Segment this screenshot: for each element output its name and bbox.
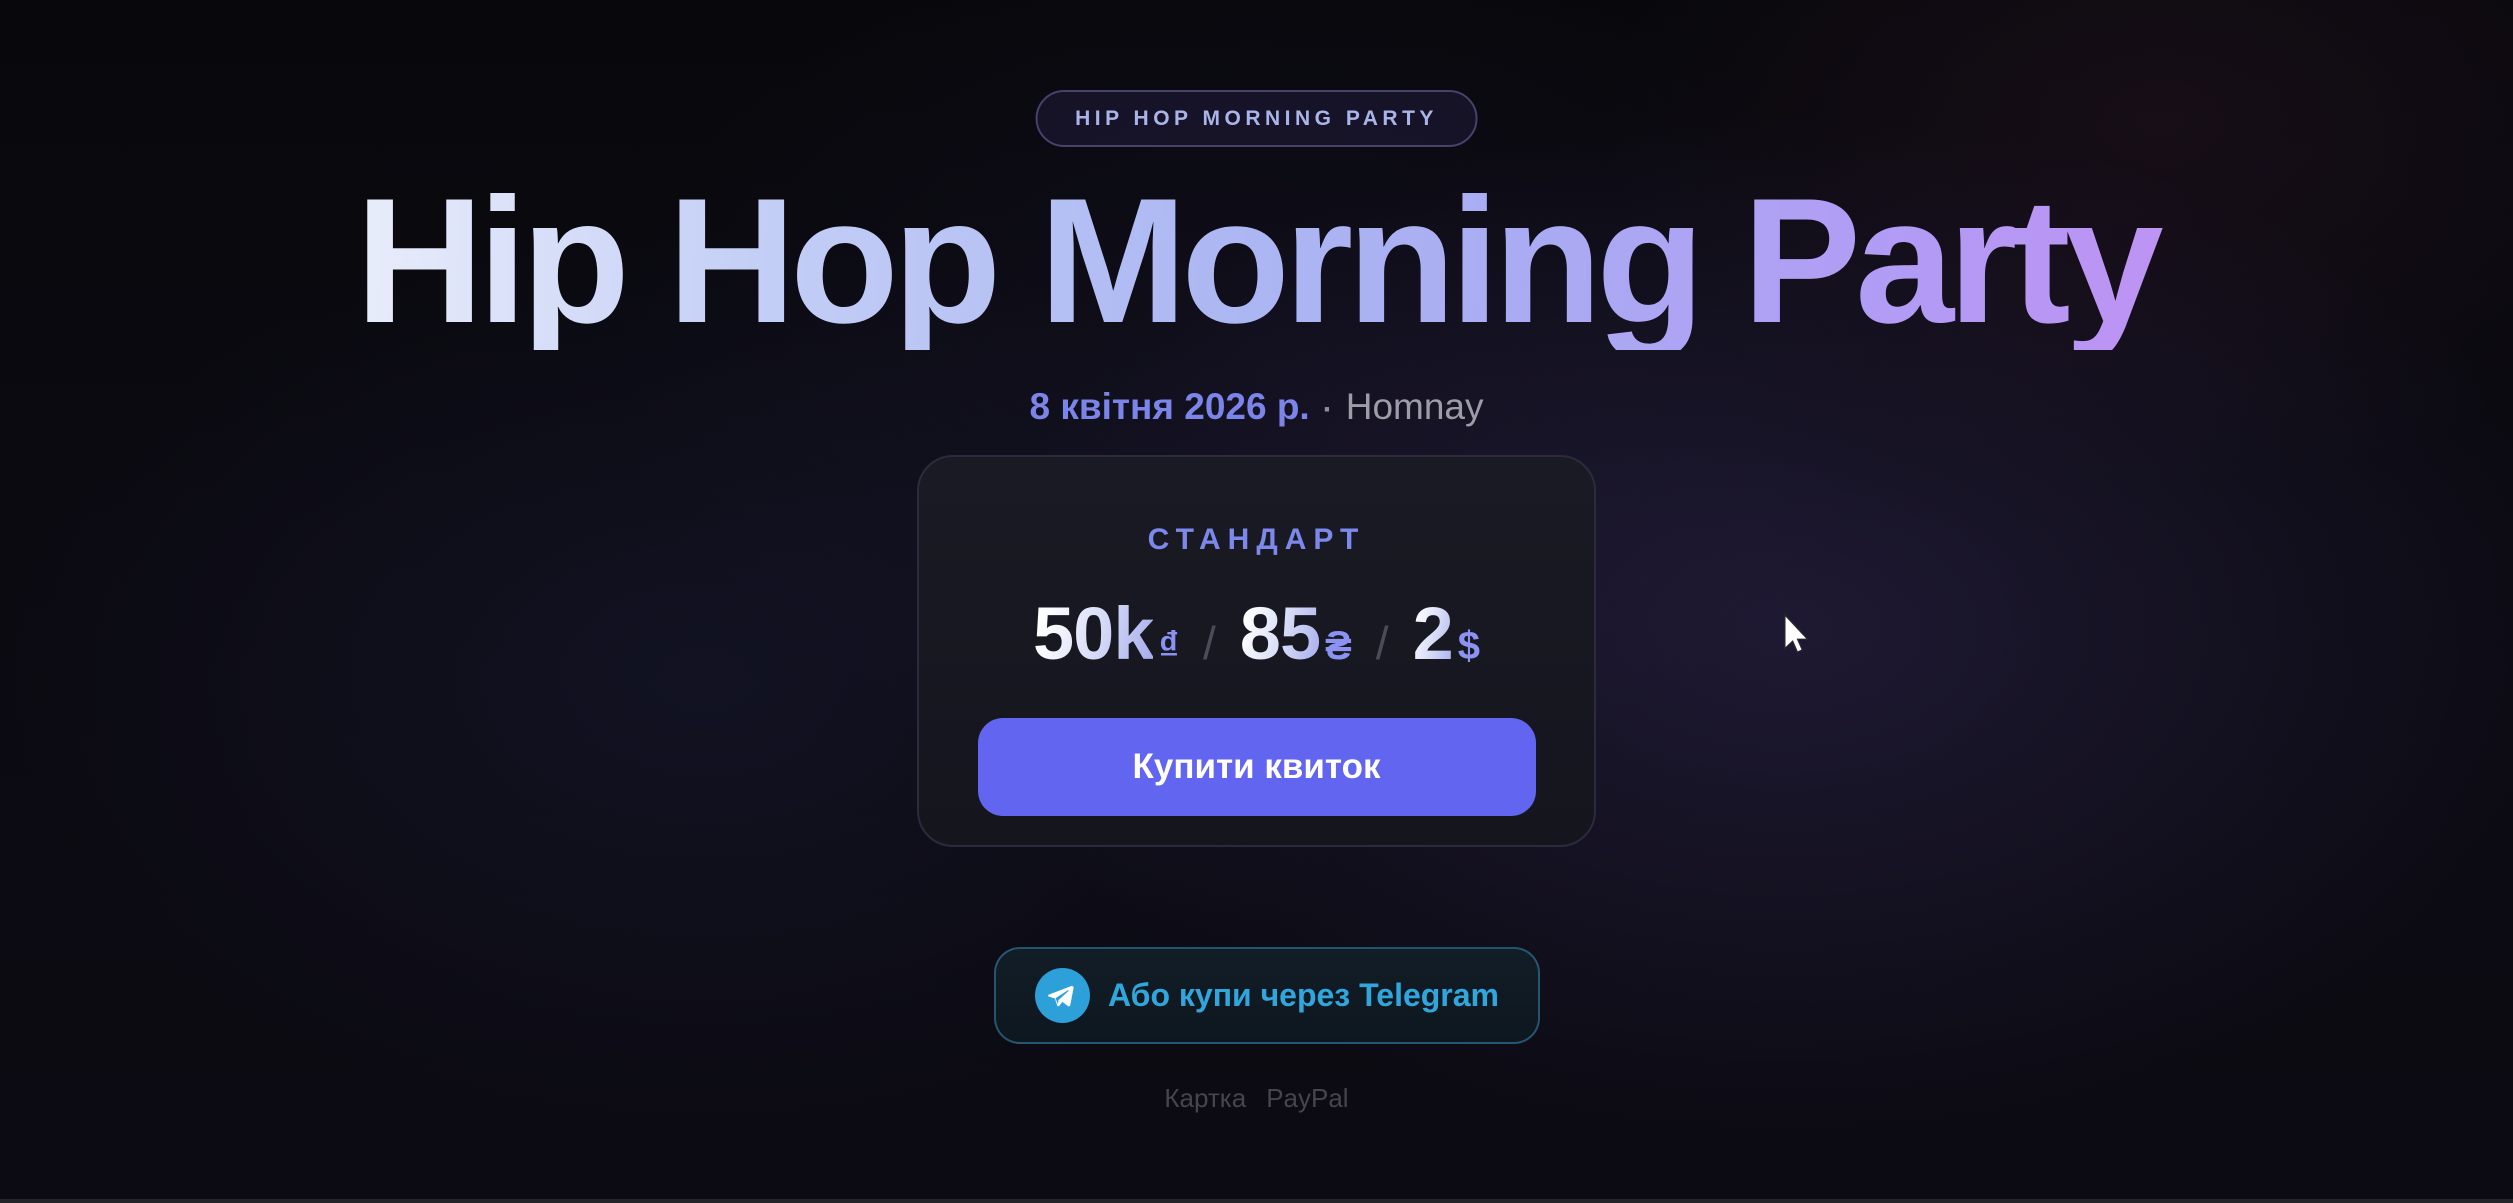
- payment-links: Картка PayPal: [0, 1083, 2513, 1114]
- dollar-currency-symbol: $: [1457, 624, 1480, 668]
- organizer-name: Homnay: [1345, 386, 1484, 427]
- telegram-buy-button[interactable]: Або купи через Telegram: [994, 947, 1540, 1044]
- event-date-row: 8 квітня 2026 р. · Homnay: [0, 386, 2513, 428]
- telegram-icon: [1034, 968, 1090, 1023]
- page-title: Hip Hop Morning Party: [0, 172, 2513, 350]
- hryvnia-currency-symbol: ₴: [1325, 624, 1352, 668]
- price-divider: /: [1203, 617, 1216, 669]
- cursor-icon: [1784, 613, 1810, 654]
- price-usd-amount: 2: [1412, 592, 1454, 675]
- price-uah-amount: 85: [1239, 592, 1321, 675]
- price-row: 50k ₫ / 85 ₴ / 2 $: [1033, 591, 1480, 676]
- paypal-link[interactable]: PayPal: [1266, 1083, 1349, 1113]
- card-payment-link[interactable]: Картка: [1164, 1083, 1247, 1113]
- dong-currency-symbol: ₫: [1158, 624, 1180, 668]
- telegram-button-label: Або купи через Telegram: [1107, 977, 1499, 1013]
- event-date: 8 квітня 2026 р.: [1029, 386, 1310, 427]
- price-vnd: 50k ₫: [1033, 591, 1179, 676]
- price-divider: /: [1375, 617, 1389, 669]
- tier-label: СТАНДАРТ: [1147, 523, 1366, 556]
- event-badge: HIP HOP MORNING PARTY: [1035, 90, 1478, 147]
- price-vnd-amount: 50k: [1033, 592, 1154, 675]
- bottom-edge: [0, 1199, 2513, 1203]
- ticket-card: СТАНДАРТ 50k ₫ / 85 ₴ / 2 $ Купити квито…: [917, 455, 1596, 847]
- price-uah: 85 ₴: [1240, 591, 1352, 676]
- price-usd: 2 $: [1413, 591, 1480, 676]
- separator-dot: ·: [1322, 393, 1333, 426]
- event-badge-label: HIP HOP MORNING PARTY: [1075, 106, 1438, 130]
- buy-ticket-button[interactable]: Купити квиток: [977, 718, 1536, 816]
